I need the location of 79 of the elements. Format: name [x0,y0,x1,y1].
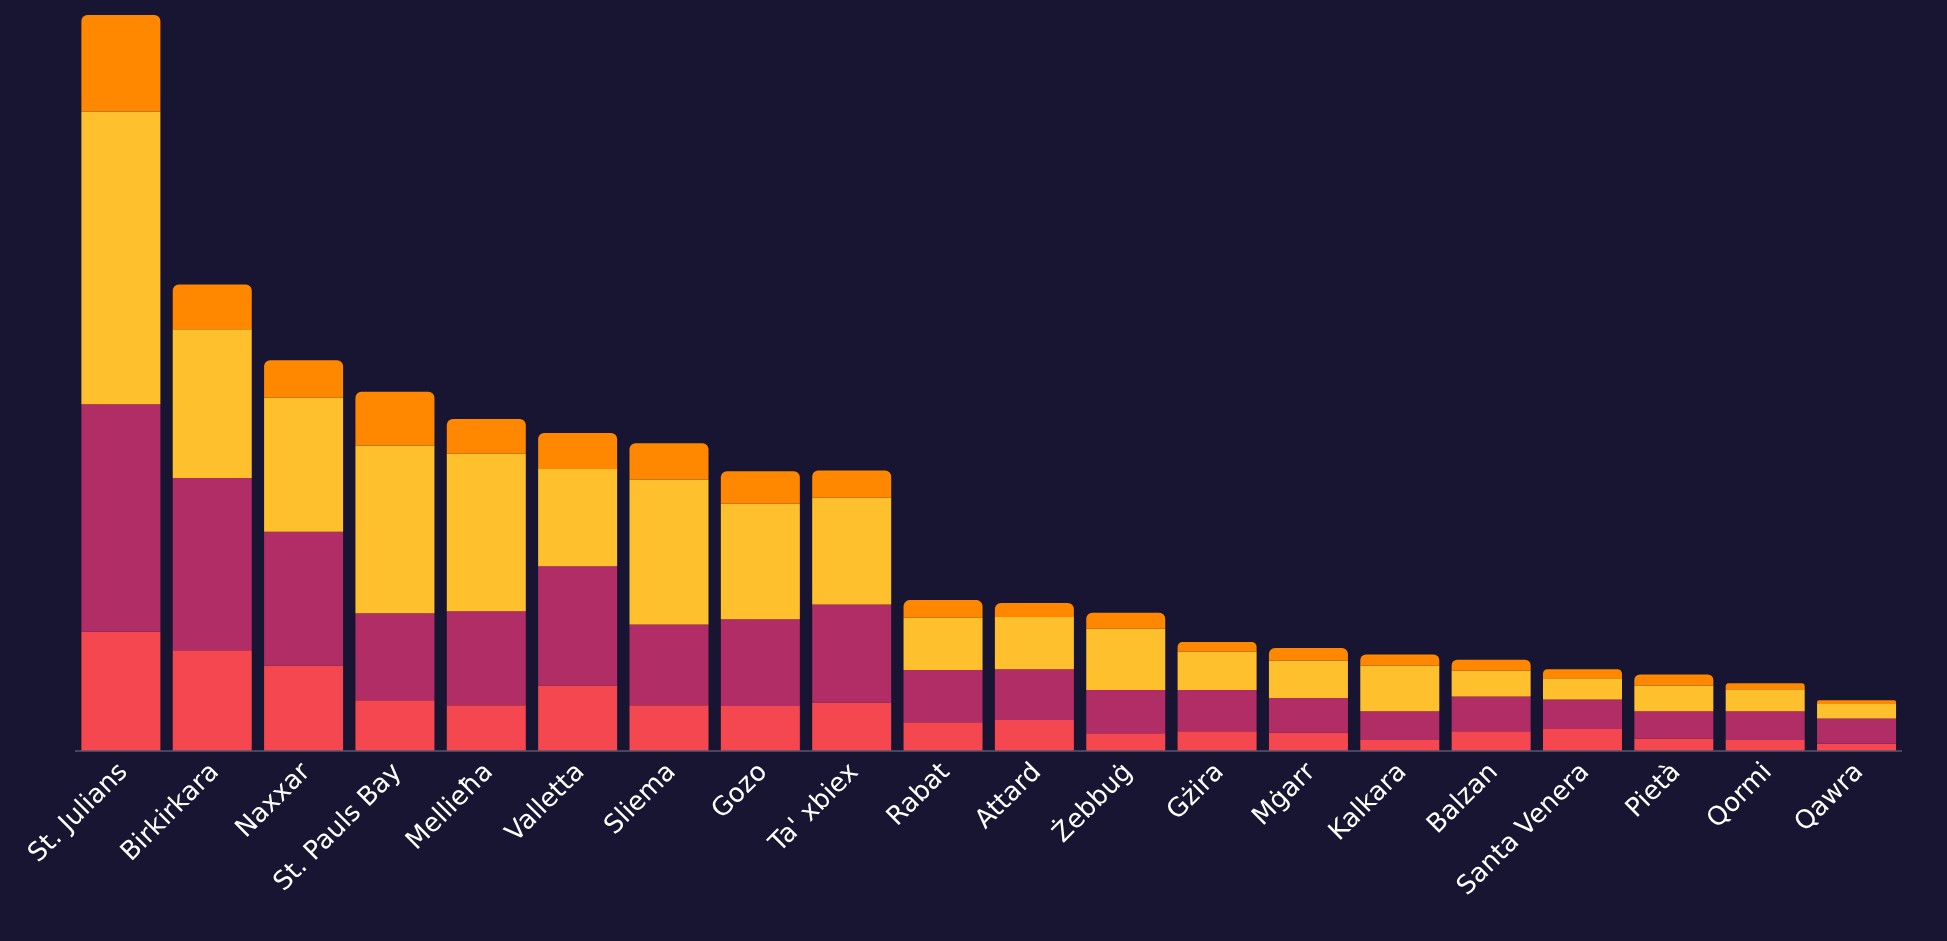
bar [1542,669,1622,679]
bar [172,329,252,478]
bar [1817,718,1897,744]
bar [720,503,800,620]
bar [720,471,800,504]
bar [1634,738,1714,751]
bar [1817,703,1897,719]
bar [903,600,983,618]
bar [1725,689,1805,712]
bar [1725,683,1805,690]
bar [1360,711,1440,740]
bar [994,720,1074,751]
bar [355,613,435,701]
bar [1268,660,1348,699]
bar [812,604,892,703]
bar [446,705,526,751]
bar [538,433,618,470]
bar [1177,642,1257,652]
bar [81,15,161,112]
bar [1177,651,1257,690]
bar [1634,674,1714,686]
bar [903,670,983,723]
bar [1634,711,1714,739]
bar [1542,728,1622,751]
bar [1268,698,1348,733]
bar [1177,689,1257,732]
bar [81,111,161,405]
bar [1360,739,1440,751]
bar [1086,612,1166,629]
bar [446,611,526,706]
bar [1451,659,1531,671]
bar [1542,699,1622,729]
bar [1725,711,1805,740]
bar [994,669,1074,721]
bar [1177,731,1257,751]
bar [264,360,344,398]
bar [81,631,161,751]
bar [1451,696,1531,732]
bar [355,391,435,446]
bar [1268,647,1348,661]
bar [1451,731,1531,751]
bar [264,665,344,751]
bar [994,617,1074,670]
bar [81,404,161,632]
bar [172,477,252,651]
bar [1086,689,1166,734]
bar [629,479,709,625]
bar [1086,628,1166,690]
bar [446,419,526,454]
bar [264,397,344,532]
bar [812,470,892,498]
bar [1542,678,1622,700]
bar [1360,665,1440,712]
bar [629,705,709,751]
bar [629,624,709,706]
bar [264,531,344,666]
bar [812,702,892,751]
bar [538,469,618,567]
bar [1634,685,1714,712]
bar [355,445,435,614]
bar [903,722,983,751]
bar [1086,733,1166,751]
bar [629,443,709,480]
bar [720,706,800,751]
bar [1451,670,1531,697]
bar [1360,654,1440,666]
bar [172,284,252,330]
bar [1268,732,1348,751]
bar [172,650,252,751]
bar [994,603,1074,618]
bar [355,700,435,751]
bar [538,685,618,751]
bar [446,453,526,612]
bar [720,619,800,707]
bar [1817,700,1897,704]
bar [1725,739,1805,751]
bar [903,617,983,671]
bar [812,497,892,605]
bar [538,566,618,686]
